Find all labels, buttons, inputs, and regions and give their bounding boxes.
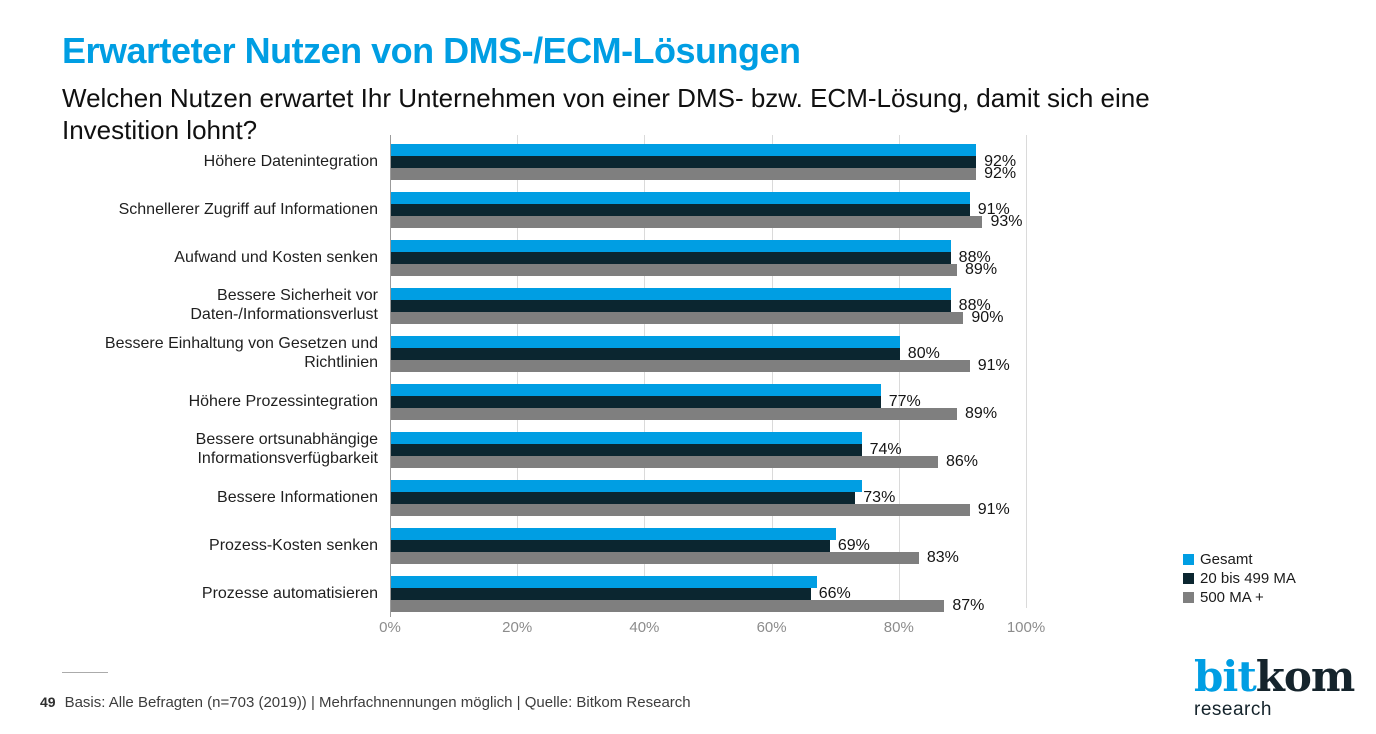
- page-subtitle: Welchen Nutzen erwartet Ihr Unternehmen …: [62, 83, 1150, 145]
- bar-20-bis-499-ma: [391, 540, 830, 552]
- x-tick-label: 40%: [629, 619, 660, 636]
- legend-item: 20 bis 499 MA: [1183, 571, 1296, 586]
- value-label: 88%: [958, 297, 991, 314]
- value-label: 88%: [958, 249, 991, 266]
- category-label: Bessere ortsunabhängige Informationsverf…: [195, 431, 378, 467]
- bar-chart: 0% 20% 40% 60% 80% 100% Höhere Datenintegratio…: [0, 130, 1376, 660]
- category-label: Prozesse automatisieren: [201, 584, 378, 602]
- bar-gesamt: [391, 432, 862, 444]
- value-label: 93%: [990, 213, 1023, 230]
- legend-swatch: [1183, 592, 1194, 603]
- bar-gesamt: [391, 576, 818, 588]
- logo-word-blue: bit: [1194, 652, 1257, 701]
- bar-20-bis-499-ma: [391, 396, 881, 408]
- legend-item: 500 MA +: [1183, 590, 1296, 605]
- bar-20-bis-499-ma: [391, 204, 970, 216]
- value-label: 91%: [977, 357, 1010, 374]
- value-label: 91%: [977, 501, 1010, 518]
- x-tick-label: 20%: [502, 619, 533, 636]
- bar-gesamt: [391, 384, 881, 396]
- category-label: Schnellerer Zugriff auf Informationen: [118, 200, 378, 218]
- legend-label: Gesamt: [1200, 551, 1253, 568]
- x-tick-label: 100%: [1006, 619, 1046, 636]
- bitkom-research-logo: bitkom research: [1194, 656, 1355, 720]
- chart-legend: Gesamt 20 bis 499 MA 500 MA +: [1183, 552, 1296, 609]
- bar-20-bis-499-ma: [391, 252, 951, 264]
- logo-wordmark: bitkom: [1194, 656, 1355, 698]
- bar-500-ma-: [391, 264, 958, 276]
- legend-label: 500 MA +: [1200, 589, 1264, 606]
- bar-500-ma-: [391, 216, 983, 228]
- value-label: 74%: [869, 441, 902, 458]
- bar-500-ma-: [391, 504, 970, 516]
- footer-divider: [62, 672, 108, 673]
- bar-500-ma-: [391, 408, 958, 420]
- bar-20-bis-499-ma: [391, 156, 977, 168]
- bar-500-ma-: [391, 456, 938, 468]
- bar-20-bis-499-ma: [391, 444, 862, 456]
- category-label: Höhere Datenintegration: [203, 152, 378, 170]
- bar-gesamt: [391, 480, 862, 492]
- value-label: 73%: [863, 489, 896, 506]
- footer: 49 Basis: Alle Befragten (n=703 (2019)) …: [40, 694, 691, 711]
- category-label: Aufwand und Kosten senken: [174, 248, 378, 266]
- value-label: 83%: [926, 549, 959, 566]
- value-label: 91%: [977, 201, 1010, 218]
- bar-gesamt: [391, 336, 900, 348]
- value-label: 69%: [837, 537, 870, 554]
- bar-gesamt: [391, 288, 951, 300]
- x-tick-label: 80%: [883, 619, 914, 636]
- category-label: Höhere Prozessintegration: [188, 392, 378, 410]
- legend-label: 20 bis 499 MA: [1200, 570, 1296, 587]
- bar-gesamt: [391, 528, 837, 540]
- logo-word-dark: kom: [1255, 652, 1356, 701]
- value-label: 92%: [984, 153, 1017, 170]
- bar-20-bis-499-ma: [391, 348, 900, 360]
- bar-20-bis-499-ma: [391, 492, 856, 504]
- bar-20-bis-499-ma: [391, 300, 951, 312]
- x-tick-label: 0%: [379, 619, 401, 636]
- value-label: 89%: [965, 261, 998, 278]
- bar-20-bis-499-ma: [391, 588, 811, 600]
- value-label: 90%: [971, 309, 1004, 326]
- category-label: Bessere Sicherheit vor Daten-/Informatio…: [190, 287, 378, 323]
- bar-gesamt: [391, 144, 977, 156]
- bar-500-ma-: [391, 552, 919, 564]
- category-label: Bessere Einhaltung von Gesetzen und Rich…: [104, 335, 378, 371]
- logo-subtext: research: [1194, 699, 1272, 720]
- x-tick-label: 60%: [756, 619, 787, 636]
- value-label: 86%: [945, 453, 978, 470]
- legend-swatch: [1183, 554, 1194, 565]
- category-label: Bessere Informationen: [217, 488, 378, 506]
- bar-gesamt: [391, 240, 951, 252]
- page-title: Erwarteter Nutzen von DMS-/ECM-Lösungen: [62, 30, 801, 72]
- bar-500-ma-: [391, 168, 977, 180]
- value-label: 92%: [984, 165, 1017, 182]
- value-label: 89%: [965, 405, 998, 422]
- value-label: 87%: [952, 597, 985, 614]
- y-axis-line: [390, 135, 391, 617]
- value-label: 77%: [888, 393, 921, 410]
- bar-500-ma-: [391, 312, 964, 324]
- bar-500-ma-: [391, 600, 945, 612]
- bar-gesamt: [391, 192, 970, 204]
- source-note: Basis: Alle Befragten (n=703 (2019)) | M…: [64, 694, 691, 711]
- value-label: 66%: [818, 585, 851, 602]
- value-label: 80%: [907, 345, 940, 362]
- legend-swatch: [1183, 573, 1194, 584]
- category-label: Prozess-Kosten senken: [209, 536, 378, 554]
- page-number: 49: [40, 694, 56, 710]
- gridline: [1026, 135, 1027, 608]
- bar-500-ma-: [391, 360, 970, 372]
- legend-item: Gesamt: [1183, 552, 1296, 567]
